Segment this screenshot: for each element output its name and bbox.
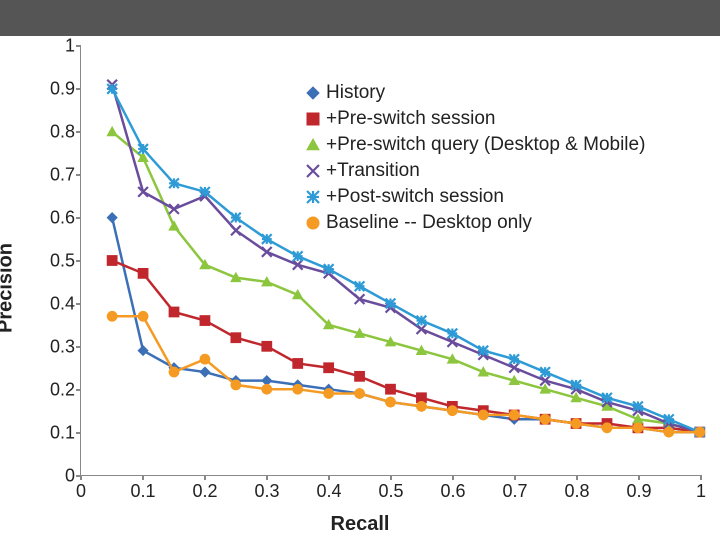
legend-row-Transition: +Transition xyxy=(302,158,645,184)
y-tick-mark xyxy=(76,346,81,348)
legend-row-PostSwitchSession: +Post-switch session xyxy=(302,184,645,210)
y-tick-mark xyxy=(76,389,81,391)
x-tick-mark xyxy=(638,475,640,480)
x-tick-mark xyxy=(204,475,206,480)
x-axis-label: Recall xyxy=(331,513,390,536)
legend-label-Transition: +Transition xyxy=(326,159,420,183)
x-tick-mark xyxy=(390,475,392,480)
header-bar xyxy=(0,0,720,36)
x-tick-mark xyxy=(452,475,454,480)
legend-label-PreSwitchSession: +Pre-switch session xyxy=(326,107,495,131)
legend-row-PreSwitchQuery: +Pre-switch query (Desktop & Mobile) xyxy=(302,132,645,158)
x-tick-mark xyxy=(576,475,578,480)
legend-marker-PreSwitchQuery xyxy=(302,134,324,156)
chart-container: Precision Recall 00.10.20.30.40.50.60.70… xyxy=(0,36,720,540)
y-tick-mark xyxy=(76,260,81,262)
x-tick-mark xyxy=(514,475,516,480)
legend-row-History: History xyxy=(302,80,645,106)
y-tick-mark xyxy=(76,432,81,434)
y-tick-mark xyxy=(76,217,81,219)
legend-marker-Transition xyxy=(302,160,324,182)
x-tick-mark xyxy=(266,475,268,480)
legend-label-Baseline: Baseline -- Desktop only xyxy=(326,211,532,235)
legend: History+Pre-switch session+Pre-switch qu… xyxy=(302,80,645,236)
y-tick-mark xyxy=(76,131,81,133)
legend-label-PreSwitchQuery: +Pre-switch query (Desktop & Mobile) xyxy=(326,133,645,157)
legend-label-PostSwitchSession: +Post-switch session xyxy=(326,185,504,209)
y-tick-mark xyxy=(76,45,81,47)
y-axis-label: Precision xyxy=(0,243,18,333)
legend-label-History: History xyxy=(326,81,385,105)
legend-marker-PreSwitchSession xyxy=(302,108,324,130)
x-tick-mark xyxy=(142,475,144,480)
x-tick-mark xyxy=(328,475,330,480)
legend-marker-PostSwitchSession xyxy=(302,186,324,208)
legend-marker-Baseline xyxy=(302,212,324,234)
legend-marker-History xyxy=(302,82,324,104)
series-line-Baseline xyxy=(112,316,700,432)
x-tick-mark xyxy=(700,475,702,480)
y-tick-mark xyxy=(76,303,81,305)
legend-row-PreSwitchSession: +Pre-switch session xyxy=(302,106,645,132)
legend-row-Baseline: Baseline -- Desktop only xyxy=(302,210,645,236)
y-tick-mark xyxy=(76,88,81,90)
y-tick-mark xyxy=(76,174,81,176)
x-tick-mark xyxy=(80,475,82,480)
